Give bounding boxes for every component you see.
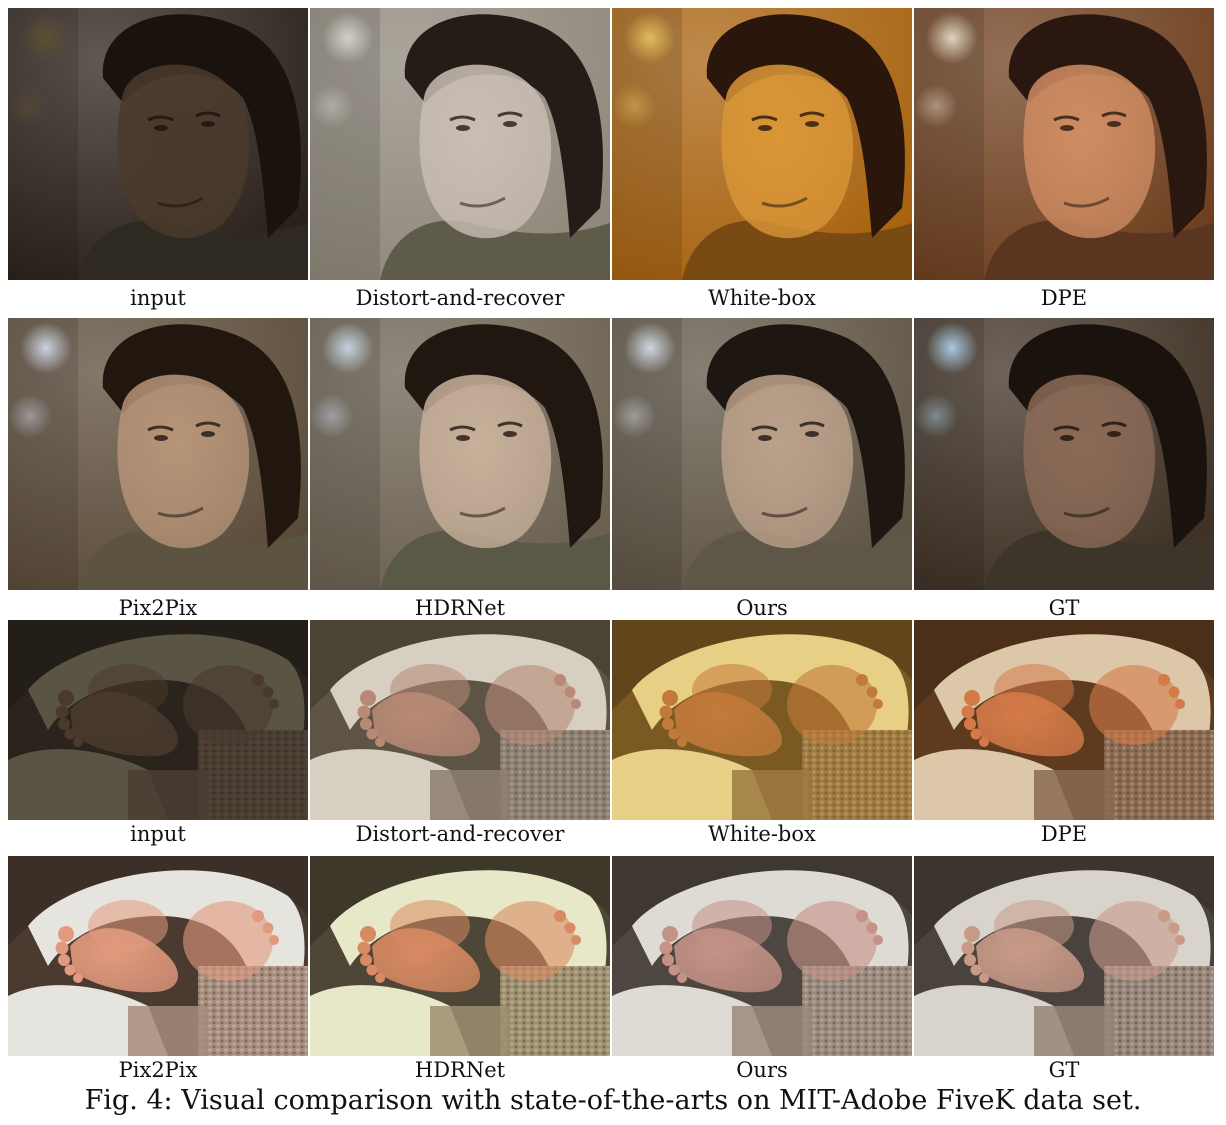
panel-label: Pix2Pix xyxy=(118,1058,198,1082)
figure-caption: Fig. 4: Visual comparison with state-of-… xyxy=(84,1085,1142,1116)
panel-label: GT xyxy=(1048,596,1080,620)
portrait-photo xyxy=(612,318,912,590)
baby-foot-photo xyxy=(612,856,912,1056)
baby-foot-photo xyxy=(914,856,1214,1056)
baby-foot-photo xyxy=(310,620,610,820)
portrait-photo xyxy=(310,318,610,590)
panel-label: White-box xyxy=(708,822,816,846)
panel-label: input xyxy=(130,286,186,310)
panel-label: HDRNet xyxy=(414,1058,506,1082)
baby-foot-photo xyxy=(612,620,912,820)
baby-foot-photo xyxy=(310,856,610,1056)
baby-foot-photo xyxy=(914,620,1214,820)
panel-label: Distort-and-recover xyxy=(355,822,565,846)
portrait-photo xyxy=(8,8,308,280)
panel-label: Pix2Pix xyxy=(118,596,198,620)
panel-label: DPE xyxy=(1040,822,1088,846)
panel-label: Ours xyxy=(736,596,788,620)
panel-label: Ours xyxy=(736,1058,788,1082)
panel-label: GT xyxy=(1048,1058,1080,1082)
portrait-photo xyxy=(914,8,1214,280)
panel-label: DPE xyxy=(1040,286,1088,310)
panel-label: White-box xyxy=(708,286,816,310)
portrait-photo xyxy=(8,318,308,590)
baby-foot-photo xyxy=(8,856,308,1056)
portrait-photo xyxy=(914,318,1214,590)
portrait-photo xyxy=(612,8,912,280)
panel-label: HDRNet xyxy=(414,596,506,620)
panel-label: Distort-and-recover xyxy=(355,286,565,310)
baby-foot-photo xyxy=(8,620,308,820)
portrait-photo xyxy=(310,8,610,280)
panel-label: input xyxy=(130,822,186,846)
